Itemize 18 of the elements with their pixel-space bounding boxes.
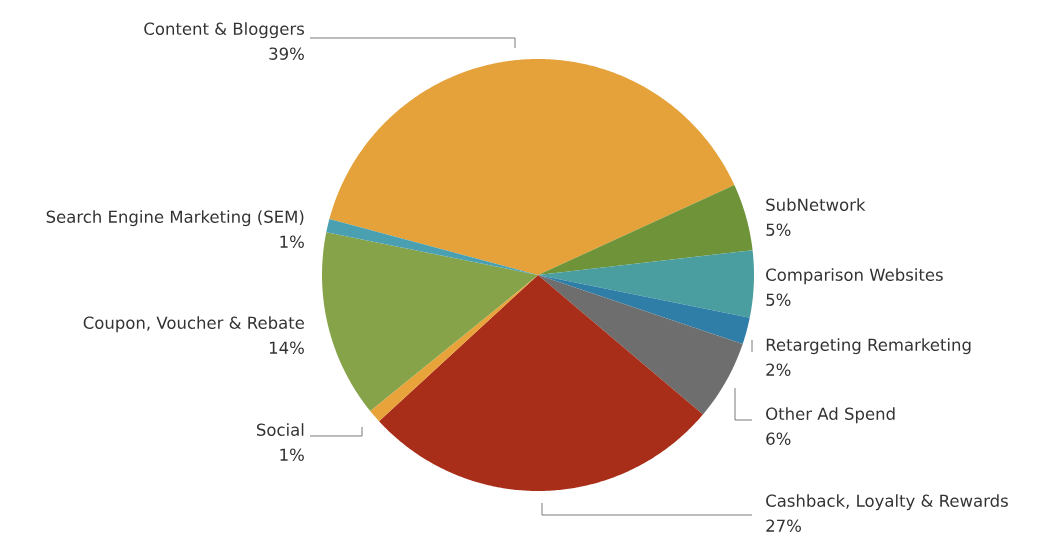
slice-label: SubNetwork xyxy=(766,198,866,211)
data-label: 5% xyxy=(766,223,791,236)
slice-label: Cashback, Loyalty & Rewards xyxy=(766,494,1008,511)
data-label: 1% xyxy=(280,448,304,461)
slice-label: Other Ad Spend xyxy=(766,407,895,424)
data-label: 27% xyxy=(766,519,801,532)
data-label: 1% xyxy=(280,235,304,248)
slice-label: Content & Bloggers xyxy=(144,22,304,39)
slice-label: Social xyxy=(256,423,304,436)
data-label: 14% xyxy=(269,341,304,354)
slice-label: Coupon, Voucher & Rebate xyxy=(83,316,304,333)
data-label: 2% xyxy=(766,363,791,376)
data-label: 6% xyxy=(766,432,791,445)
slice-label: Retargeting Remarketing xyxy=(766,338,971,355)
slice-label: Search Engine Marketing (SEM) xyxy=(46,210,304,227)
data-label: 39% xyxy=(269,47,304,60)
slice-label: Comparison Websites xyxy=(766,268,943,285)
data-label: 5% xyxy=(766,293,791,306)
